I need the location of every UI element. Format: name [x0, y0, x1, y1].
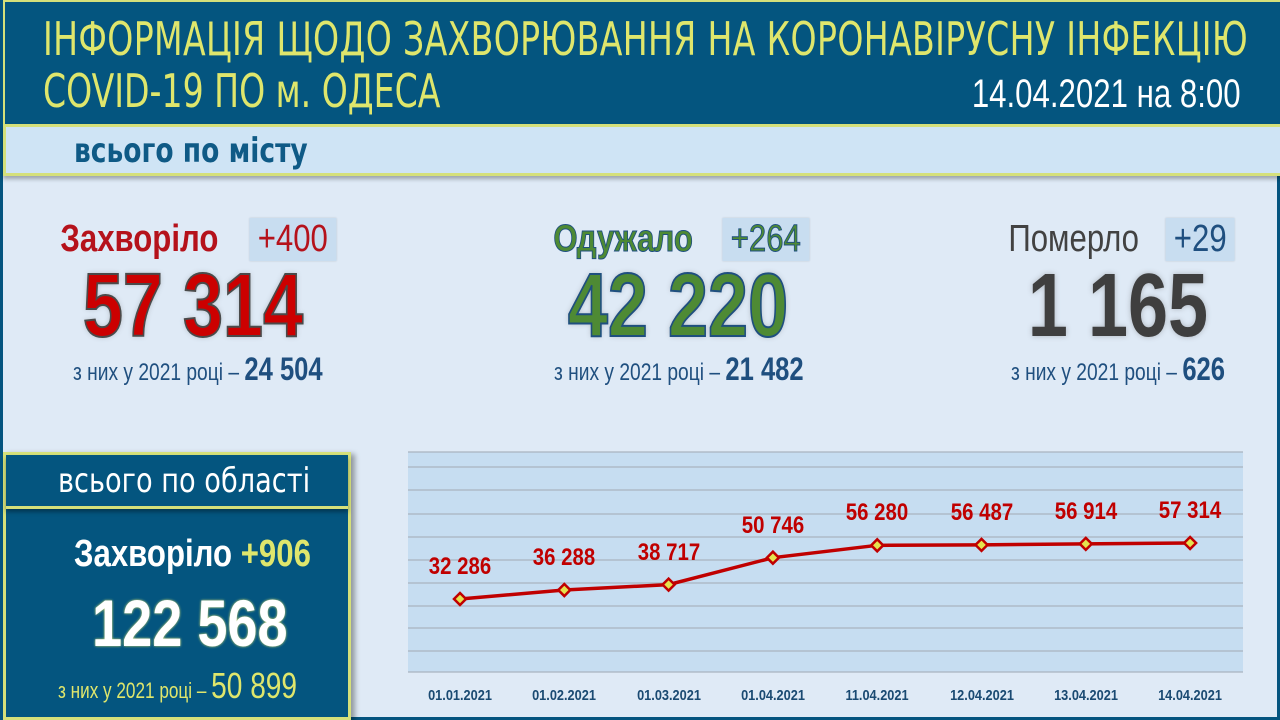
data-point-label: 38 717	[637, 538, 700, 566]
data-point-marker	[765, 549, 781, 566]
report-date: 14.04.2021 на 8:00	[972, 72, 1241, 116]
x-axis-tick-label: 01.01.2021	[428, 687, 492, 704]
city-section-band: всього по місту	[3, 124, 1280, 176]
died-2021-value: 626	[1182, 351, 1226, 387]
page-title-line2: COVID-19 ПО м. ОДЕСА	[43, 64, 441, 118]
x-axis-tick-label: 14.04.2021	[1158, 687, 1223, 704]
data-point-label: 56 914	[1054, 497, 1117, 525]
region-panel: всього по області Захворіло +906 122 568…	[3, 452, 351, 720]
sick-delta-badge: +400	[249, 218, 337, 261]
cases-line-chart: 32 286 01.01.2021 36 288 01.02.2021 38 717 01…	[407, 445, 1247, 720]
region-2021-prefix: з них у 2021 році –	[58, 678, 207, 703]
sick-total: 57 314	[82, 256, 304, 356]
data-point-label: 32 286	[428, 553, 492, 580]
page-title-line1: ІНФОРМАЦІЯ ЩОДО ЗАХВОРЮВАННЯ НА КОРОНАВІ…	[43, 12, 1249, 66]
x-axis-tick-label: 01.03.2021	[636, 687, 701, 704]
sick-2021: з них у 2021 році – 24 504	[73, 351, 323, 388]
data-point-marker	[1182, 535, 1198, 551]
region-sick-label: Захворіло	[74, 533, 233, 575]
sick-2021-value: 24 504	[244, 351, 323, 387]
died-total: 1 165	[1027, 256, 1209, 356]
city-recovered-stat: Одужало +264 42 220 з них у 2021 році – …	[523, 218, 833, 388]
x-axis-tick-label: 12.04.2021	[949, 687, 1014, 704]
data-point-label: 56 487	[950, 498, 1013, 526]
region-2021: з них у 2021 році – 50 899	[58, 665, 297, 707]
sick-2021-prefix: з них у 2021 році –	[73, 359, 240, 386]
data-point-marker	[660, 576, 677, 593]
x-axis-tick-label: 01.04.2021	[740, 687, 805, 704]
region-2021-value: 50 899	[211, 665, 298, 706]
died-2021-prefix: з них у 2021 році –	[1010, 359, 1177, 386]
region-sick-delta: +906	[240, 533, 311, 575]
region-sick-heading: Захворіло +906	[74, 533, 311, 576]
died-delta-badge: +29	[1165, 218, 1235, 261]
recovered-2021-prefix: з них у 2021 році –	[554, 359, 721, 386]
recovered-label: Одужало	[553, 218, 693, 261]
died-2021: з них у 2021 році – 626	[1002, 351, 1234, 388]
region-section-band: всього по області	[6, 455, 348, 509]
x-axis-tick-label: 01.02.2021	[532, 687, 597, 704]
recovered-total: 42 220	[567, 256, 789, 356]
x-axis-tick-label: 11.04.2021	[845, 687, 909, 704]
data-point-marker	[556, 582, 573, 598]
header-banner: ІНФОРМАЦІЯ ЩОДО ЗАХВОРЮВАННЯ НА КОРОНАВІ…	[3, 0, 1280, 126]
sick-label: Захворіло	[60, 218, 219, 260]
data-point-label: 57 314	[1158, 497, 1222, 524]
recovered-2021-value: 21 482	[725, 351, 804, 387]
data-point-marker	[869, 537, 885, 554]
city-sick-stat: Захворіло +400 57 314 з них у 2021 році …	[43, 218, 343, 388]
recovered-delta-badge: +264	[722, 218, 809, 261]
x-axis-tick-label: 13.04.2021	[1053, 687, 1118, 704]
data-point-label: 36 288	[533, 544, 596, 572]
region-section-label: всього по області	[58, 461, 311, 501]
data-point-marker	[1078, 536, 1094, 552]
city-died-stat: Померло +29 1 165 з них у 2021 році – 62…	[973, 218, 1263, 388]
region-sick-total: 122 568	[92, 586, 288, 660]
died-label: Померло	[1008, 218, 1139, 260]
recovered-2021: з них у 2021 році – 21 482	[554, 351, 804, 388]
data-point-label: 50 746	[741, 511, 805, 539]
data-point-marker	[452, 591, 468, 607]
data-point-label: 56 280	[845, 499, 909, 527]
data-point-marker	[973, 537, 990, 553]
chart-plot	[408, 451, 1243, 673]
city-section-label: всього по місту	[74, 131, 308, 171]
